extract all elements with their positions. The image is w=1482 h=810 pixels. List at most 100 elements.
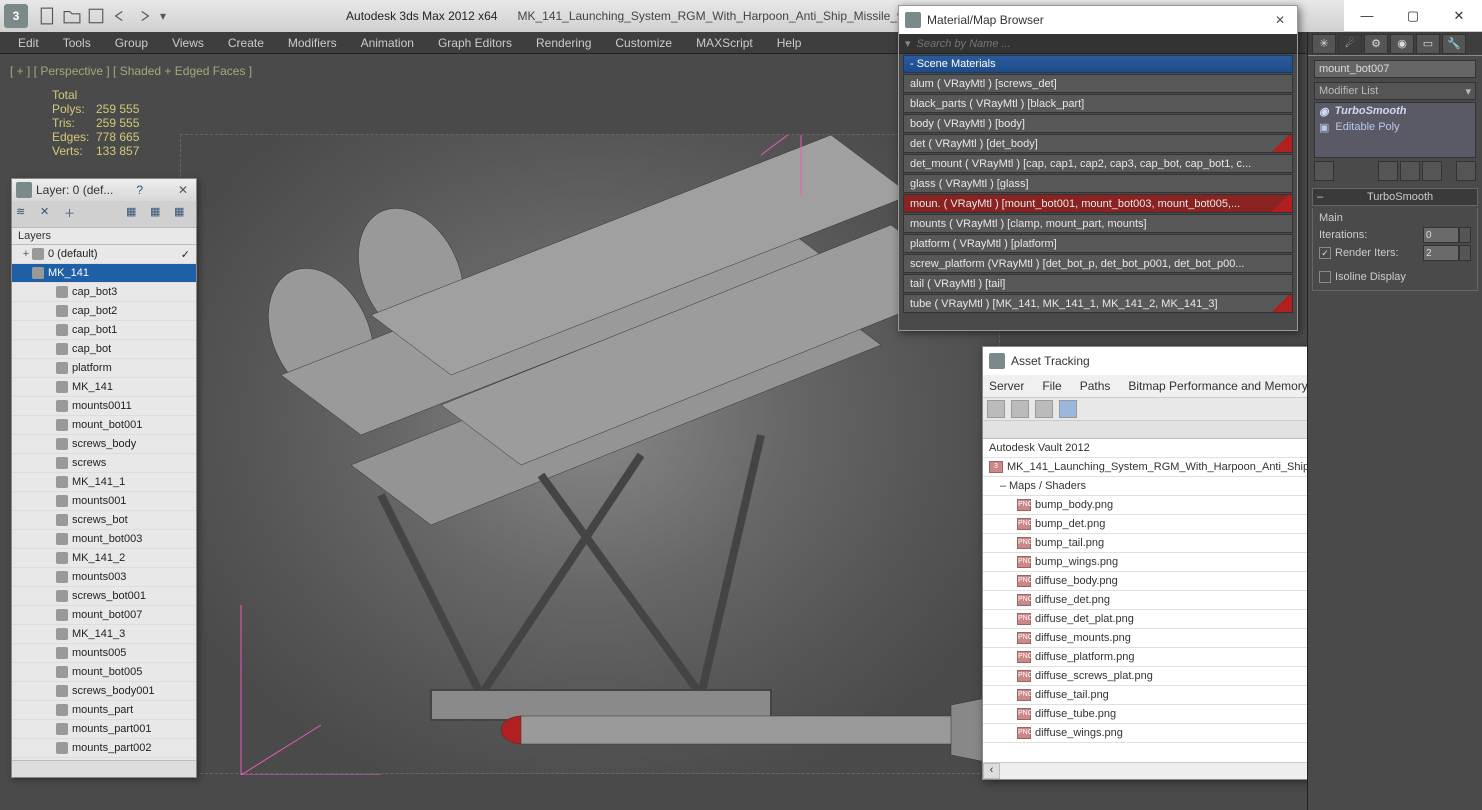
iterations-spinner[interactable]: 0 bbox=[1423, 227, 1459, 243]
layer-row[interactable]: mounts003 bbox=[12, 568, 196, 587]
os-minimize-button[interactable]: — bbox=[1344, 0, 1390, 32]
material-row[interactable]: mounts ( VRayMtl ) [clamp, mount_part, m… bbox=[903, 214, 1293, 233]
os-close-button[interactable]: ✕ bbox=[1436, 0, 1482, 32]
tab-display[interactable]: ▭ bbox=[1416, 34, 1440, 54]
layer-row[interactable]: mounts001 bbox=[12, 492, 196, 511]
layer-row[interactable]: screws_body bbox=[12, 435, 196, 454]
viewport-label[interactable]: [ + ] [ Perspective ] [ Shaded + Edged F… bbox=[10, 64, 252, 78]
layer-row[interactable]: MK_141_2 bbox=[12, 549, 196, 568]
menu-graph-editors[interactable]: Graph Editors bbox=[426, 34, 524, 52]
material-row[interactable]: det_mount ( VRayMtl ) [cap, cap1, cap2, … bbox=[903, 154, 1293, 173]
asset-refresh-icon[interactable] bbox=[987, 400, 1005, 418]
layer-help-icon[interactable]: ? bbox=[136, 183, 143, 197]
layer-row[interactable]: screws_body001 bbox=[12, 682, 196, 701]
matbrowser-search-input[interactable] bbox=[917, 38, 1291, 50]
menu-views[interactable]: Views bbox=[160, 34, 216, 52]
layer-scroll-h[interactable] bbox=[12, 760, 196, 777]
configure-stack-icon[interactable] bbox=[1456, 161, 1476, 181]
layer-row[interactable]: screws bbox=[12, 454, 196, 473]
os-maximize-button[interactable]: ▢ bbox=[1390, 0, 1436, 32]
material-row[interactable]: body ( VRayMtl ) [body] bbox=[903, 114, 1293, 133]
app-logo-icon[interactable]: 3 bbox=[4, 4, 28, 28]
layer-row[interactable]: screws_bot bbox=[12, 511, 196, 530]
layer-delete-icon[interactable]: ✕ bbox=[40, 205, 58, 223]
undo-icon[interactable] bbox=[111, 7, 129, 25]
layer-row[interactable]: cap_bot1 bbox=[12, 321, 196, 340]
layer-row[interactable]: MK_141_3 bbox=[12, 625, 196, 644]
matbrowser-list[interactable]: alum ( VRayMtl ) [screws_det]black_parts… bbox=[899, 74, 1297, 330]
tab-utilities[interactable]: 🔧 bbox=[1442, 34, 1466, 54]
asset-menu-bitmap-performance-and-memory[interactable]: Bitmap Performance and Memory bbox=[1128, 379, 1307, 393]
layer-row[interactable]: –MK_141 bbox=[12, 264, 196, 283]
menu-edit[interactable]: Edit bbox=[6, 34, 51, 52]
layer-row[interactable]: mounts_part002 bbox=[12, 739, 196, 758]
iterations-spin-arrows[interactable] bbox=[1459, 227, 1471, 243]
material-row[interactable]: tail ( VRayMtl ) [tail] bbox=[903, 274, 1293, 293]
material-row[interactable]: screw_platform (VRayMtl ) [det_bot_p, de… bbox=[903, 254, 1293, 273]
menu-customize[interactable]: Customize bbox=[603, 34, 684, 52]
layer-row[interactable]: mounts_part bbox=[12, 701, 196, 720]
stack-item-turbosmooth[interactable]: ◉TurboSmooth bbox=[1315, 103, 1475, 119]
layer-row[interactable]: +0 (default)✓ bbox=[12, 245, 196, 264]
pin-stack-icon[interactable] bbox=[1314, 161, 1334, 181]
material-row[interactable]: glass ( VRayMtl ) [glass] bbox=[903, 174, 1293, 193]
open-file-icon[interactable] bbox=[63, 7, 81, 25]
tab-modify[interactable]: ☄ bbox=[1338, 34, 1362, 54]
layer-row[interactable]: mount_bot005 bbox=[12, 663, 196, 682]
menu-help[interactable]: Help bbox=[765, 34, 814, 52]
rollout-turbosmooth-title[interactable]: –TurboSmooth bbox=[1312, 188, 1478, 206]
layer-row[interactable]: MK_141_1 bbox=[12, 473, 196, 492]
asset-tb3-icon[interactable] bbox=[1035, 400, 1053, 418]
stack-item-editable-poly[interactable]: ▣Editable Poly bbox=[1315, 119, 1475, 135]
asset-menu-server[interactable]: Server bbox=[989, 379, 1024, 393]
layer-add-icon[interactable]: ＋ bbox=[64, 205, 82, 223]
material-row[interactable]: moun. ( VRayMtl ) [mount_bot001, mount_b… bbox=[903, 194, 1293, 213]
layer-row[interactable]: cap_bot2 bbox=[12, 302, 196, 321]
asset-tb4-icon[interactable] bbox=[1059, 400, 1077, 418]
stack-tb2-icon[interactable] bbox=[1378, 161, 1398, 181]
modifier-list-dropdown[interactable]: Modifier List ▾ bbox=[1314, 82, 1476, 100]
layer-row[interactable]: cap_bot3 bbox=[12, 283, 196, 302]
menu-rendering[interactable]: Rendering bbox=[524, 34, 603, 52]
layer-highlight-icon[interactable]: ▦ bbox=[150, 205, 168, 223]
layer-row[interactable]: MK_141 bbox=[12, 378, 196, 397]
layer-row[interactable]: platform bbox=[12, 359, 196, 378]
layer-panel[interactable]: Layer: 0 (def... ? ✕ ≋ ✕ ＋ ▦ ▦ ▦ Layers … bbox=[11, 178, 197, 778]
tab-hierarchy[interactable]: ⚙ bbox=[1364, 34, 1388, 54]
scroll-left-icon[interactable]: ‹ bbox=[983, 763, 1000, 779]
render-iters-spinner[interactable]: 2 bbox=[1423, 245, 1459, 261]
material-row[interactable]: platform ( VRayMtl ) [platform] bbox=[903, 234, 1293, 253]
menu-create[interactable]: Create bbox=[216, 34, 276, 52]
modifier-stack[interactable]: ◉TurboSmooth ▣Editable Poly bbox=[1314, 102, 1476, 158]
object-name-input[interactable] bbox=[1314, 60, 1476, 78]
redo-icon[interactable] bbox=[135, 7, 153, 25]
layer-hide-icon[interactable]: ▦ bbox=[174, 205, 192, 223]
layer-select-icon[interactable]: ▦ bbox=[126, 205, 144, 223]
layer-close-button[interactable]: ✕ bbox=[174, 183, 192, 197]
layer-new-icon[interactable]: ≋ bbox=[16, 205, 34, 223]
matbrowser-search[interactable]: ▾ bbox=[899, 34, 1297, 54]
menu-modifiers[interactable]: Modifiers bbox=[276, 34, 349, 52]
new-file-icon[interactable] bbox=[39, 7, 57, 25]
asset-menu-file[interactable]: File bbox=[1042, 379, 1061, 393]
menu-maxscript[interactable]: MAXScript bbox=[684, 34, 765, 52]
render-iters-spin-arrows[interactable] bbox=[1459, 245, 1471, 261]
menu-group[interactable]: Group bbox=[103, 34, 160, 52]
layer-row[interactable]: mounts005 bbox=[12, 644, 196, 663]
menu-animation[interactable]: Animation bbox=[349, 34, 426, 52]
tab-create[interactable]: ✳ bbox=[1312, 34, 1336, 54]
matbrowser-titlebar[interactable]: Material/Map Browser ✕ bbox=[899, 6, 1297, 34]
matbrowser-group-header[interactable]: - Scene Materials bbox=[903, 55, 1293, 73]
layer-row[interactable]: mounts0011 bbox=[12, 397, 196, 416]
tab-motion[interactable]: ◉ bbox=[1390, 34, 1414, 54]
matbrowser-close-button[interactable]: ✕ bbox=[1269, 13, 1291, 27]
layer-row[interactable]: mount_bot001 bbox=[12, 416, 196, 435]
isoline-checkbox[interactable] bbox=[1319, 271, 1331, 283]
save-icon[interactable] bbox=[87, 7, 105, 25]
render-iters-checkbox[interactable]: ✓ bbox=[1319, 247, 1331, 259]
menu-tools[interactable]: Tools bbox=[51, 34, 103, 52]
layer-row[interactable]: mount_bot003 bbox=[12, 530, 196, 549]
layer-row[interactable]: cap_bot bbox=[12, 340, 196, 359]
material-row[interactable]: det ( VRayMtl ) [det_body] bbox=[903, 134, 1293, 153]
asset-tb2-icon[interactable] bbox=[1011, 400, 1029, 418]
